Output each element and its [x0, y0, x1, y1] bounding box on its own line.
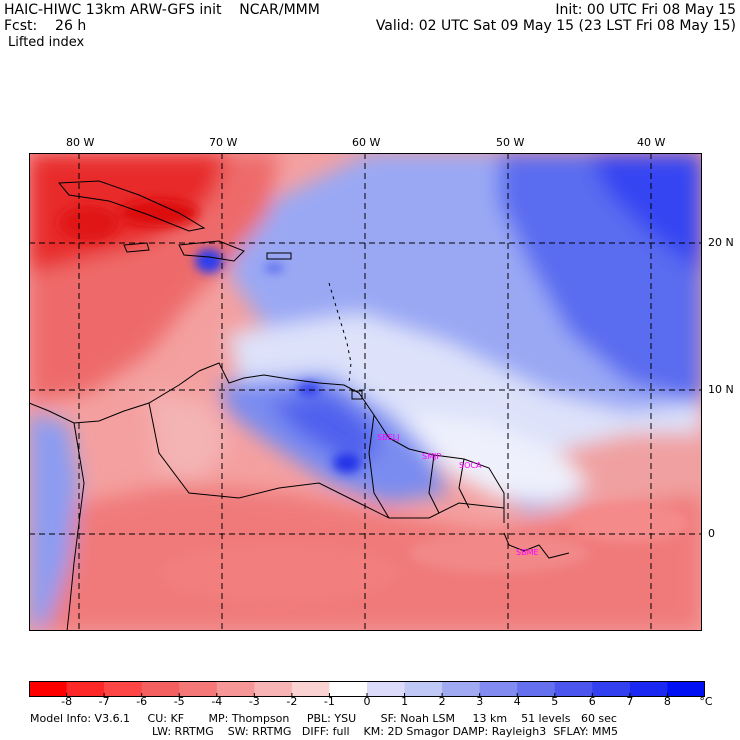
colorbar-swatch — [629, 681, 668, 697]
lat-label-0: 0 — [708, 527, 715, 540]
model-title: HAIC-HIWC 13km ARW-GFS init NCAR/MMM — [4, 2, 320, 18]
colorbar-swatch — [592, 681, 631, 697]
colorbar-swatch — [329, 681, 368, 697]
colorbar — [29, 681, 705, 697]
valid-time: Valid: 02 UTC Sat 09 May 15 (23 LST Fri … — [375, 18, 736, 34]
colorbar-tick-label: 1 — [401, 695, 409, 708]
model-info-line1: Model Info: V3.6.1 CU: KF MP: Thompson P… — [30, 712, 617, 725]
colorbar-tick-label: -2 — [286, 695, 298, 708]
colorbar-swatch — [216, 681, 255, 697]
colorbar-tick-label: 4 — [513, 695, 521, 708]
lat-label-20n: 20 N — [708, 236, 734, 249]
colorbar-tick-label: -5 — [173, 695, 185, 708]
lifted-index-map: SBELJ SMJP SOCA SBME — [29, 153, 702, 631]
colorbar-tick-label: 8 — [663, 695, 671, 708]
colorbar-swatch — [66, 681, 105, 697]
station-label: SBELJ — [377, 433, 399, 442]
lat-label-10n: 10 N — [708, 383, 734, 396]
map-frame — [29, 153, 702, 631]
colorbar-swatch — [404, 681, 443, 697]
colorbar-swatch — [367, 681, 406, 697]
lon-label-50w: 50 W — [496, 136, 525, 149]
colorbar-tick-label: 2 — [438, 695, 446, 708]
colorbar-swatch — [667, 681, 705, 697]
colorbar-unit: °C — [699, 695, 713, 708]
model-info-line2: LW: RRTMG SW: RRTMG DIFF: full KM: 2D Sm… — [152, 725, 618, 738]
colorbar-tick-label: -8 — [61, 695, 73, 708]
forecast-hour: Fcst: 26 h — [4, 18, 87, 34]
colorbar-swatch — [517, 681, 556, 697]
lon-label-70w: 70 W — [209, 136, 238, 149]
lon-label-60w: 60 W — [352, 136, 381, 149]
colorbar-swatch — [442, 681, 481, 697]
init-time: Init: 00 UTC Fri 08 May 15 — [555, 2, 736, 18]
colorbar-swatch — [554, 681, 593, 697]
station-label: SOCA — [459, 461, 482, 470]
colorbar-tick-label: -7 — [98, 695, 110, 708]
graticule — [29, 153, 702, 631]
colorbar-swatch — [254, 681, 293, 697]
colorbar-swatch — [29, 681, 68, 697]
lon-label-80w: 80 W — [66, 136, 95, 149]
colorbar-swatch — [291, 681, 330, 697]
colorbar-tick-label: -1 — [323, 695, 335, 708]
colorbar-swatch — [141, 681, 180, 697]
field-detail — [59, 199, 689, 603]
field-name: Lifted index — [8, 35, 85, 50]
coastlines — [29, 180, 570, 631]
station-label: SMJP — [422, 452, 441, 461]
station-label: SBME — [516, 548, 539, 557]
colorbar-tick-label: 7 — [626, 695, 634, 708]
colorbar-tick-label: -3 — [248, 695, 260, 708]
colorbar-tick-label: 3 — [476, 695, 484, 708]
colorbar-tick-label: -4 — [211, 695, 223, 708]
colorbar-swatch — [179, 681, 218, 697]
colorbar-swatch — [104, 681, 143, 697]
colorbar-tick-label: 6 — [588, 695, 596, 708]
colorbar-swatch — [479, 681, 518, 697]
colorbar-tick-label: 5 — [551, 695, 559, 708]
lon-label-40w: 40 W — [637, 136, 666, 149]
colorbar-tick-label: -6 — [136, 695, 148, 708]
colorbar-tick-label: 0 — [363, 695, 371, 708]
